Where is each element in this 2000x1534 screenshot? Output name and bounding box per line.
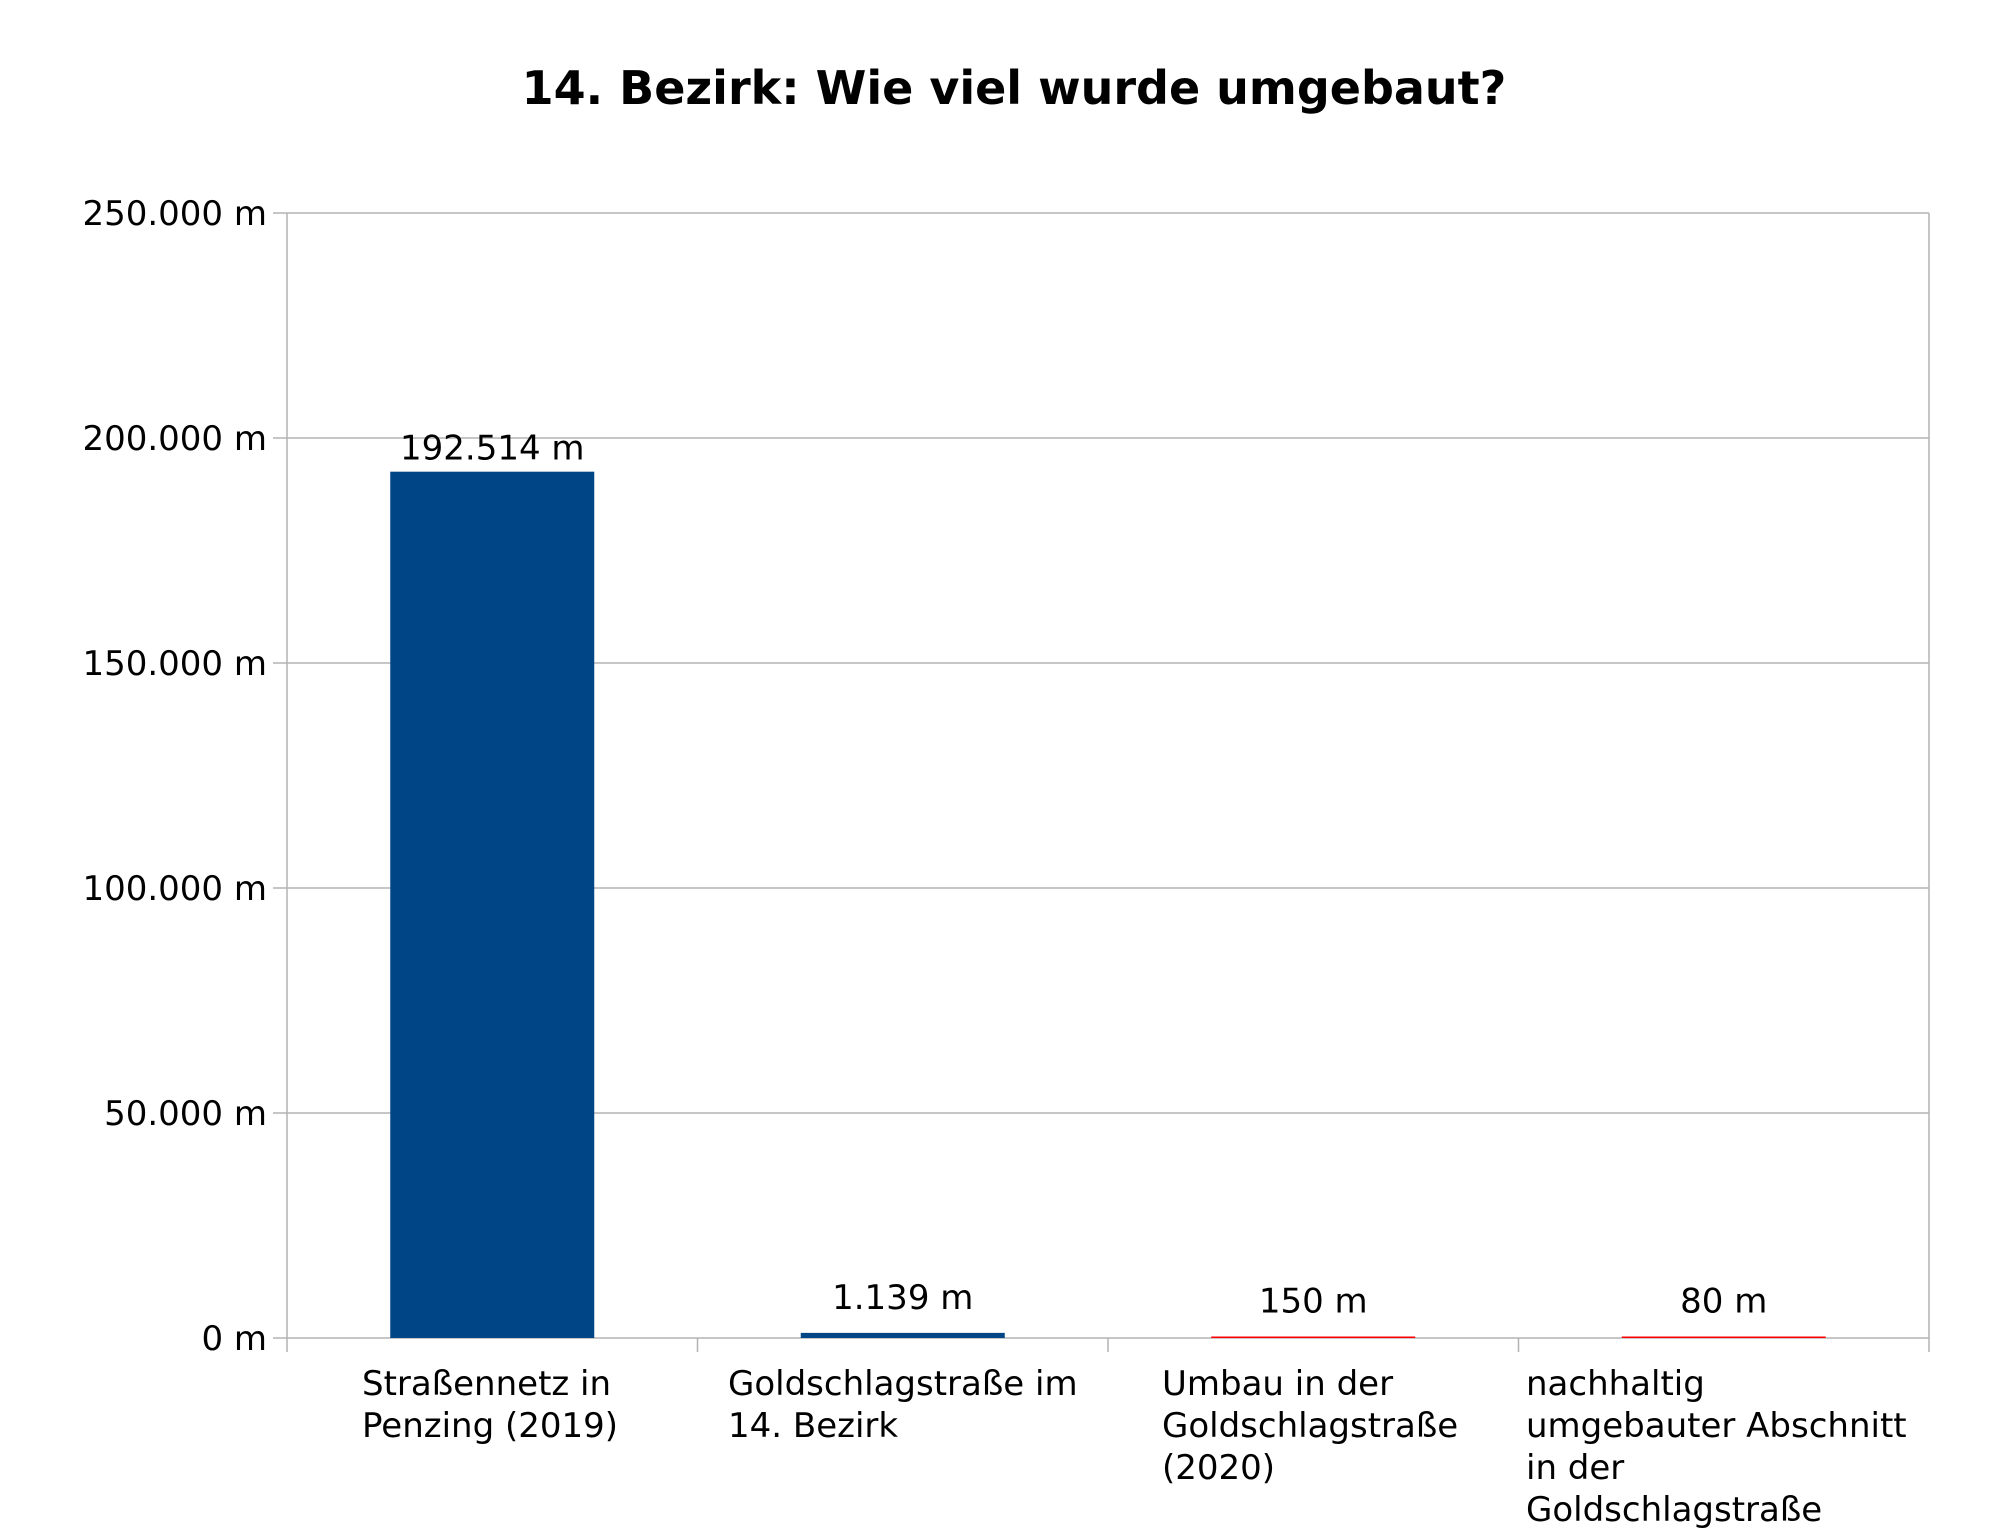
- data-label: 192.514 m: [400, 429, 585, 469]
- data-label: 150 m: [1259, 1282, 1368, 1322]
- y-tick-label: 100.000 m: [82, 869, 267, 909]
- chart-title: 14. Bezirk: Wie viel wurde umgebaut?: [522, 61, 1507, 115]
- y-tick-label: 200.000 m: [82, 419, 267, 459]
- y-tick-label: 150.000 m: [82, 644, 267, 684]
- bars: [390, 471, 1826, 1338]
- bar: [1621, 1336, 1826, 1338]
- x-tick-label: Penzing (2019): [362, 1406, 618, 1446]
- x-tick-label: Goldschlagstraße im: [728, 1364, 1078, 1404]
- x-tick-label: Goldschlagstraße: [1162, 1406, 1458, 1446]
- bar: [800, 1332, 1005, 1338]
- bar: [390, 471, 595, 1338]
- bar: [1211, 1336, 1416, 1338]
- x-tick-label: nachhaltig: [1526, 1364, 1705, 1404]
- y-tick-label: 250.000 m: [82, 194, 267, 234]
- y-tick-label: 0 m: [201, 1319, 267, 1359]
- data-label: 1.139 m: [832, 1278, 973, 1318]
- x-tick-label: (2020): [1162, 1448, 1275, 1488]
- data-labels: 192.514 m 1.139 m 150 m 80 m: [400, 429, 1767, 1322]
- x-tick-label: Straßennetz in: [362, 1364, 611, 1404]
- x-tick-label: Goldschlagstraße: [1526, 1490, 1822, 1530]
- x-tick-label: 14. Bezirk: [728, 1406, 898, 1446]
- y-tick-label: 50.000 m: [104, 1094, 267, 1134]
- x-tick-label: umgebauter Abschnitt: [1526, 1406, 1907, 1446]
- data-label: 80 m: [1680, 1282, 1767, 1322]
- x-tick-label: in der: [1526, 1448, 1624, 1488]
- y-axis: 0 m 50.000 m 100.000 m 150.000 m 200.000 m 25…: [82, 194, 1930, 1359]
- x-tick-label: Umbau in der: [1162, 1364, 1393, 1404]
